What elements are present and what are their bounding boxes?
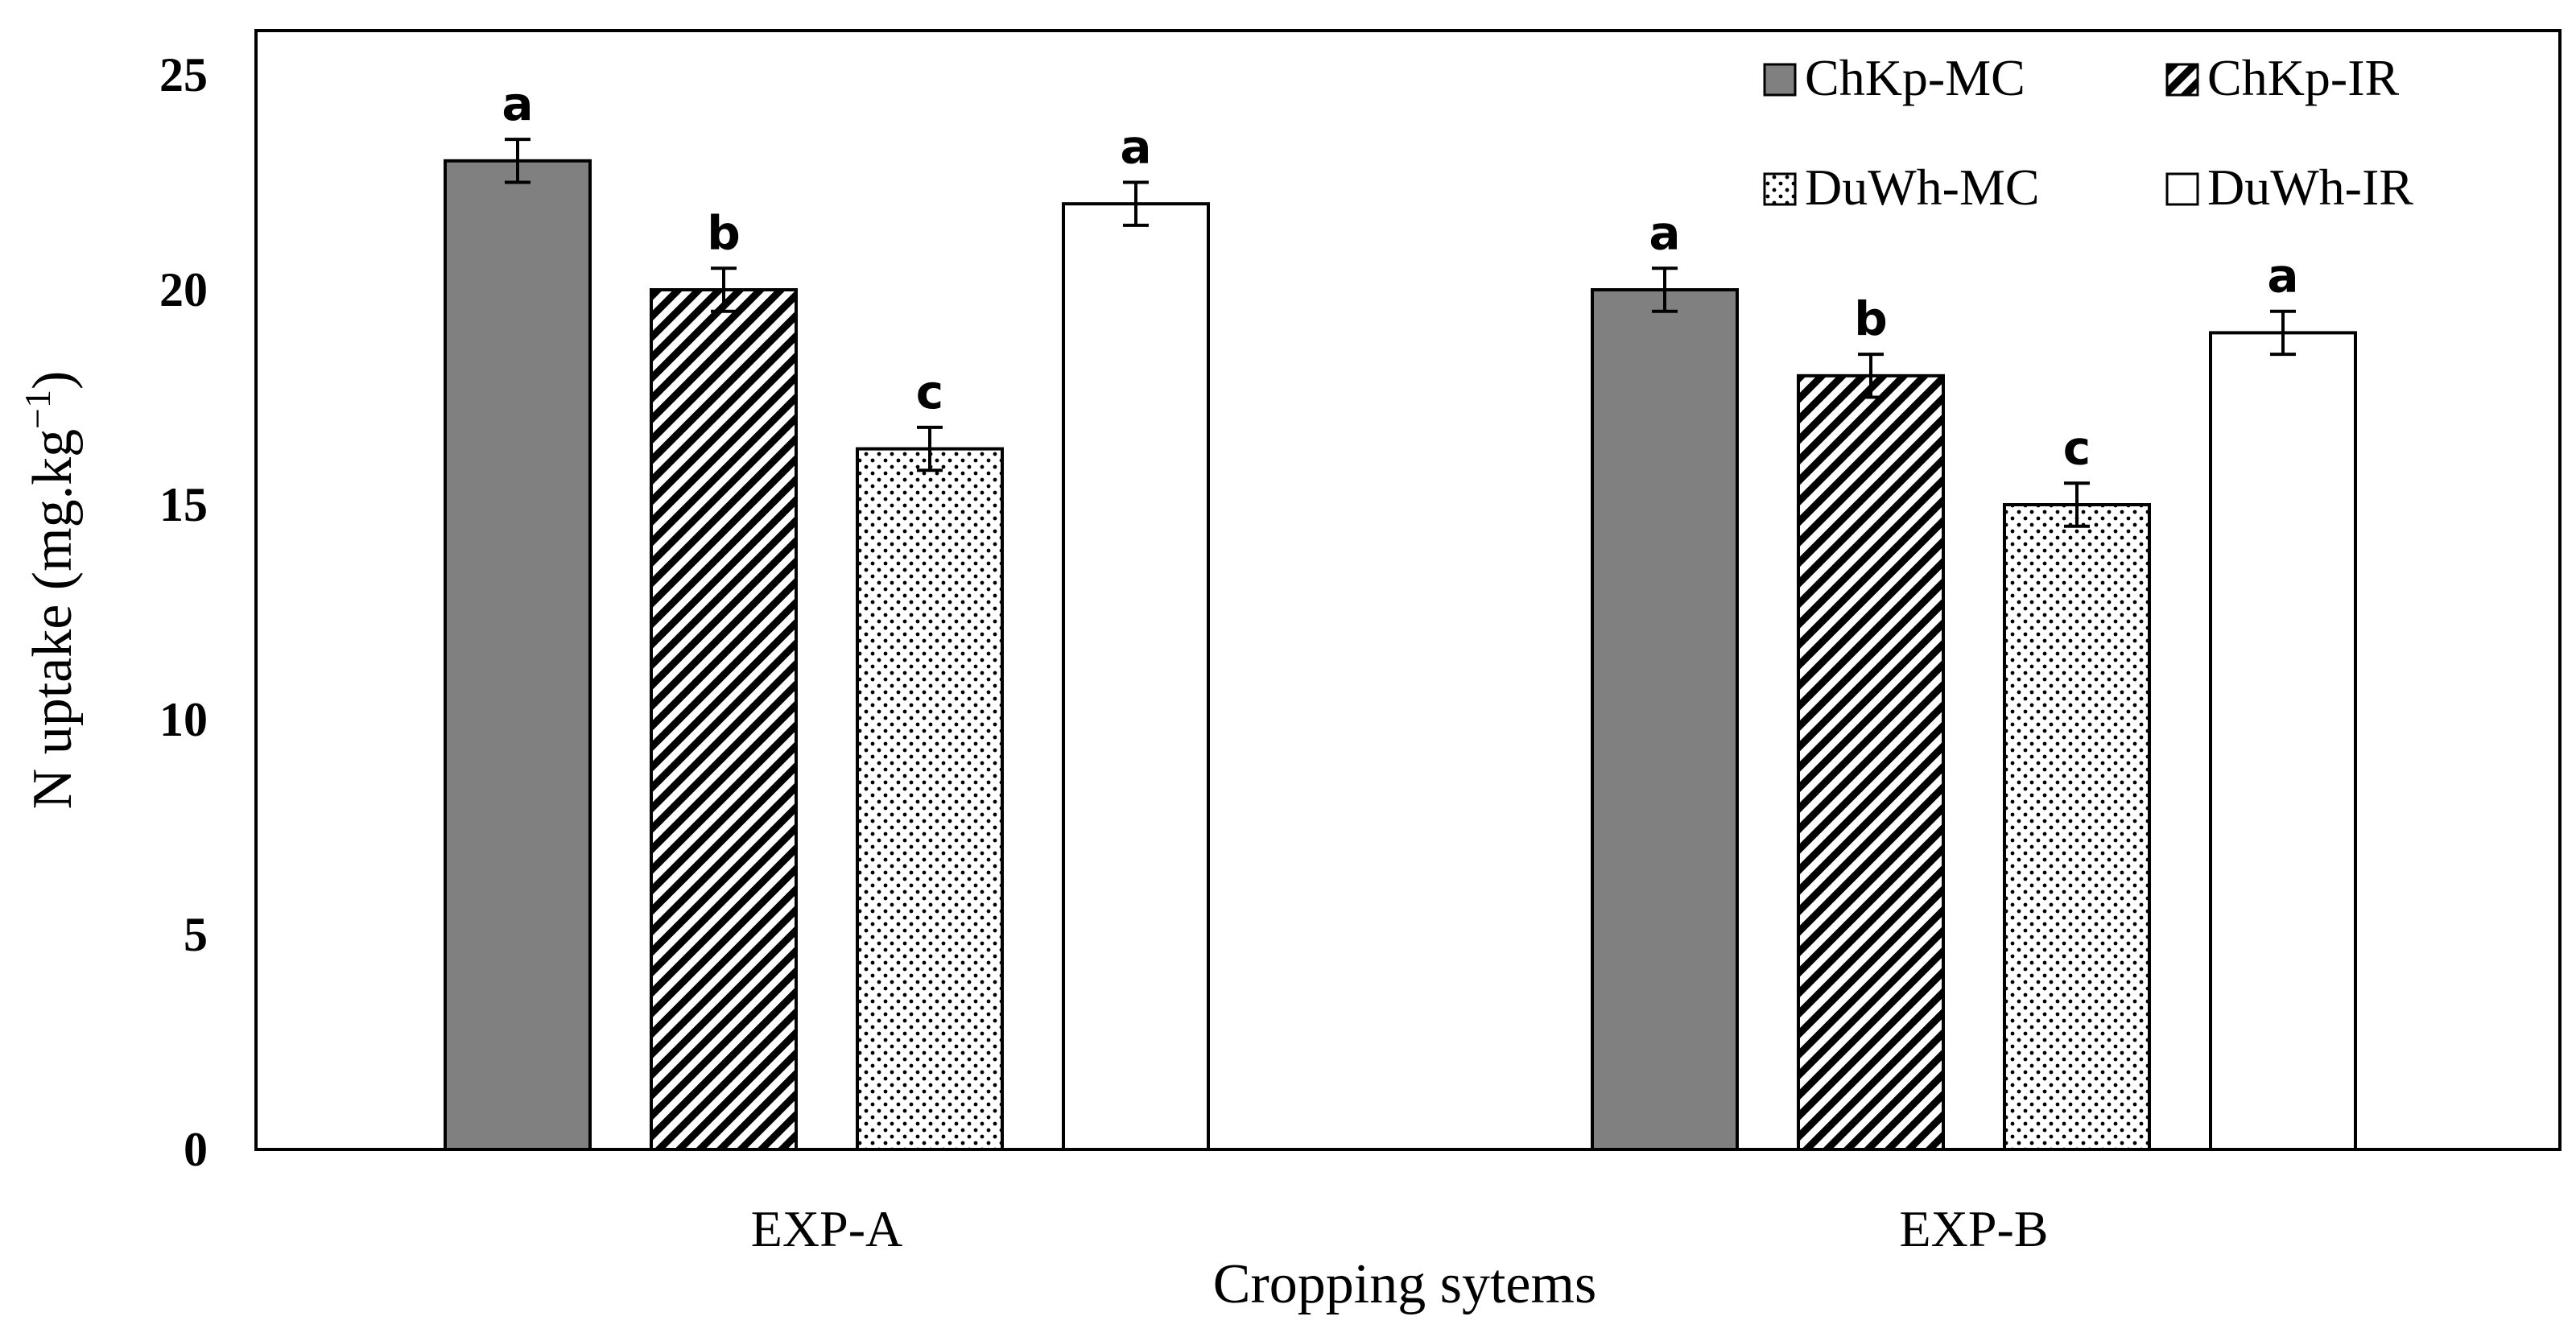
y-axis-title-superscript: −1 <box>17 390 58 429</box>
x-tick-label: EXP-A <box>751 1200 902 1257</box>
significance-label: a <box>1120 120 1151 175</box>
x-axis-categories: EXP-A EXP-B <box>751 1200 2049 1257</box>
significance-label: b <box>707 205 741 260</box>
x-tick-label: EXP-B <box>1900 1200 2049 1257</box>
error-bar <box>1652 266 1678 313</box>
bar-duwh-mc-exp-a <box>856 447 1004 1151</box>
error-bar <box>2064 481 2090 528</box>
y-tick-label: 25 <box>159 48 208 101</box>
bar-duwh-ir-exp-b <box>2209 331 2357 1151</box>
legend-item: DuWh-MC <box>1763 159 2040 216</box>
error-bar <box>917 425 943 473</box>
error-bar <box>1123 180 1149 227</box>
x-axis-title: Cropping sytems <box>1213 1253 1596 1315</box>
significance-label: b <box>1854 291 1888 346</box>
bar-series: a b c a a b c a <box>444 76 2357 1152</box>
bar-duwh-ir-exp-a <box>1062 202 1210 1152</box>
legend-label: DuWh-MC <box>1805 159 2040 216</box>
legend-swatch <box>2165 172 2199 206</box>
y-axis-title-end: ) <box>22 371 84 390</box>
significance-label: a <box>2267 249 2298 303</box>
legend-swatch <box>1763 63 1797 97</box>
legend-swatch <box>1763 172 1797 206</box>
y-axis-title: N uptake (mg.kg−1) <box>17 371 84 810</box>
significance-label: c <box>2063 420 2091 475</box>
significance-label: a <box>502 76 533 131</box>
y-tick-label: 10 <box>159 693 208 746</box>
significance-label: a <box>1649 205 1680 260</box>
bar-chkp-mc-exp-b <box>1591 288 1739 1151</box>
legend-item: ChKp-IR <box>2165 49 2400 106</box>
bar-chkp-ir-exp-a <box>650 288 798 1151</box>
y-tick-label: 0 <box>184 1123 208 1176</box>
error-bar <box>505 138 530 184</box>
significance-label: c <box>916 365 943 419</box>
legend-swatch <box>2165 63 2199 97</box>
legend-label: ChKp-MC <box>1805 49 2025 106</box>
error-bar <box>1858 353 1884 399</box>
y-tick-label: 20 <box>159 263 208 316</box>
legend-label: ChKp-IR <box>2207 49 2400 106</box>
legend-item: DuWh-IR <box>2165 159 2413 216</box>
bar-duwh-mc-exp-b <box>2003 503 2151 1151</box>
bar-chkp-ir-exp-b <box>1797 373 1945 1151</box>
legend: ChKp-MC ChKp-IR DuWh-MC DuWh-IR <box>1763 49 2413 216</box>
legend-label: DuWh-IR <box>2207 159 2413 216</box>
plot-frame <box>254 29 2562 1151</box>
y-axis-title-main: N uptake (mg.kg <box>22 429 84 809</box>
y-tick-label: 5 <box>184 908 208 961</box>
legend-item: ChKp-MC <box>1763 49 2025 106</box>
error-bar <box>2270 309 2296 357</box>
y-axis: 0 5 10 15 20 25 <box>159 48 208 1176</box>
bar-chkp-mc-exp-a <box>444 159 592 1151</box>
y-tick-label: 15 <box>159 478 208 531</box>
error-bar <box>711 266 737 313</box>
